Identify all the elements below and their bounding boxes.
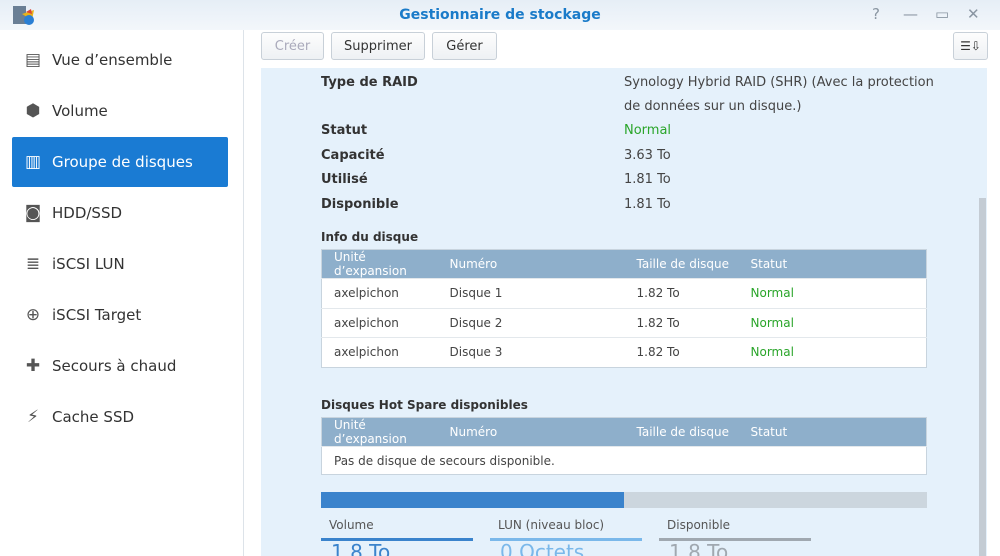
column-header: Unité d’expansion: [321, 417, 438, 447]
sidebar-item-label: iSCSI LUN: [52, 255, 125, 273]
table-cell: axelpichon: [321, 307, 438, 338]
table-cell: 1.82 To: [624, 278, 739, 308]
table-cell: axelpichon: [321, 278, 438, 308]
disk-group-details: Type de RAID Synology Hybrid RAID (SHR) …: [261, 68, 987, 556]
table-cell: Normal: [738, 278, 849, 308]
table-cell: Disque 3: [437, 337, 625, 367]
column-header: Unité d’expansion: [321, 249, 438, 279]
available-label: Disponible: [321, 197, 399, 212]
delete-button[interactable]: Supprimer: [331, 32, 425, 60]
disk-info-title: Info du disque: [321, 230, 419, 244]
overview-icon: ▤: [24, 50, 42, 70]
sidebar-item-label: Secours à chaud: [52, 357, 177, 375]
table-header: Unité d’expansion Numéro Taille de disque S…: [321, 249, 927, 279]
hot-spare-table: Unité d’expansion Numéro Taille de disque S…: [321, 417, 927, 475]
legend-0: Volume: [321, 518, 473, 541]
globe-icon: ⊕: [25, 305, 41, 325]
minimize-button[interactable]: —: [903, 5, 918, 23]
sidebar-item-label: HDD/SSD: [52, 204, 123, 222]
table-cell: 1.82 To: [624, 337, 739, 367]
volume-icon: ⬢: [25, 101, 41, 121]
column-header: Taille de disque: [624, 417, 739, 447]
maximize-button[interactable]: ▭: [935, 5, 950, 23]
sidebar-item-volume[interactable]: ⬢ Volume: [12, 86, 228, 136]
window-title: Gestionnaire de stockage: [399, 7, 601, 23]
sidebar-item-label: Volume: [52, 102, 108, 120]
column-header: Numéro: [437, 417, 625, 447]
disk-info-table: Unité d’expansion Numéro Taille de disque S…: [321, 249, 927, 368]
help-button[interactable]: ?: [872, 5, 880, 23]
column-header: Taille de disque: [624, 249, 739, 279]
legend-value-1: 0 Octets: [500, 540, 585, 556]
sidebar-item-label: iSCSI Target: [52, 306, 142, 324]
close-button[interactable]: ✕: [967, 5, 980, 23]
status-value: Normal: [624, 123, 672, 138]
sort-icon[interactable]: ☰⇩: [953, 32, 988, 60]
legend-value-0: 1.8 To: [331, 540, 391, 556]
sidebar-item-cache-ssd[interactable]: ⚡ Cache SSD: [12, 392, 228, 442]
column-header: Statut: [738, 249, 849, 279]
storage-manager-icon: [13, 6, 34, 25]
used-label: Utilisé: [321, 172, 368, 187]
sidebar-item-vue-d-ensemble[interactable]: ▤ Vue d’ensemble: [12, 35, 228, 85]
sidebar-item-label: Vue d’ensemble: [52, 51, 173, 69]
usage-bar-volume-fill: [321, 492, 624, 508]
sidebar-item-label: Groupe de disques: [52, 153, 193, 171]
scrollbar[interactable]: [979, 198, 986, 556]
title-bar: Gestionnaire de stockage ? — ▭ ✕: [0, 0, 1000, 30]
sidebar-item-secours-chaud[interactable]: ✚ Secours à chaud: [12, 341, 228, 391]
raid-type-value: Synology Hybrid RAID (SHR) (Avec la prot…: [624, 75, 934, 90]
sidebar-item-iscsi-lun[interactable]: ≣ iSCSI LUN: [12, 239, 228, 289]
table-cell: Disque 2: [437, 307, 625, 338]
sidebar-item-groupe-de-disques[interactable]: ▥ Groupe de disques: [12, 137, 228, 187]
available-value: 1.81 To: [624, 197, 671, 212]
column-header: Statut: [738, 417, 849, 447]
sidebar-item-iscsi-target[interactable]: ⊕ iSCSI Target: [12, 290, 228, 340]
raid-type-label: Type de RAID: [321, 75, 418, 90]
hot-spare-title: Disques Hot Spare disponibles: [321, 398, 528, 412]
table-cell: Normal: [738, 337, 849, 367]
hot-spare-icon: ✚: [25, 356, 41, 376]
table-cell: Normal: [738, 307, 849, 338]
used-value: 1.81 To: [624, 172, 671, 187]
manage-button[interactable]: Gérer: [432, 32, 497, 60]
table-row[interactable]: axelpichon Disque 1 1.82 To Normal: [321, 278, 927, 308]
capacity-value: 3.63 To: [624, 148, 671, 163]
toolbar: Créer Supprimer Gérer ☰⇩: [245, 30, 1000, 68]
status-label: Statut: [321, 123, 368, 138]
cache-icon: ⚡: [27, 407, 39, 427]
table-row[interactable]: axelpichon Disque 2 1.82 To Normal: [321, 307, 927, 338]
table-row[interactable]: axelpichon Disque 3 1.82 To Normal: [321, 337, 927, 367]
sidebar-item-hdd-ssd[interactable]: ◙ HDD/SSD: [12, 188, 228, 238]
sidebar-item-label: Cache SSD: [52, 408, 135, 426]
empty-message: Pas de disque de secours disponible.: [321, 446, 927, 475]
create-button[interactable]: Créer: [261, 32, 324, 60]
capacity-label: Capacité: [321, 148, 385, 163]
legend-2: Disponible: [659, 518, 811, 541]
legend-value-2: 1.8 To: [669, 540, 729, 556]
legend-1: LUN (niveau bloc): [490, 518, 642, 541]
table-cell: axelpichon: [321, 337, 438, 367]
table-cell: Disque 1: [437, 278, 625, 308]
table-header: Unité d’expansion Numéro Taille de disque S…: [321, 417, 927, 447]
table-cell: 1.82 To: [624, 307, 739, 338]
hdd-icon: ◙: [24, 203, 42, 223]
usage-bar: [321, 492, 927, 508]
database-icon: ≣: [25, 254, 41, 274]
disk-group-icon: ▥: [24, 152, 42, 172]
raid-type-value-cont: de données sur un disque.): [624, 99, 802, 114]
column-header: Numéro: [437, 249, 625, 279]
sidebar: ▤ Vue d’ensemble ⬢ Volume ▥ Groupe de disques…: [0, 30, 244, 556]
